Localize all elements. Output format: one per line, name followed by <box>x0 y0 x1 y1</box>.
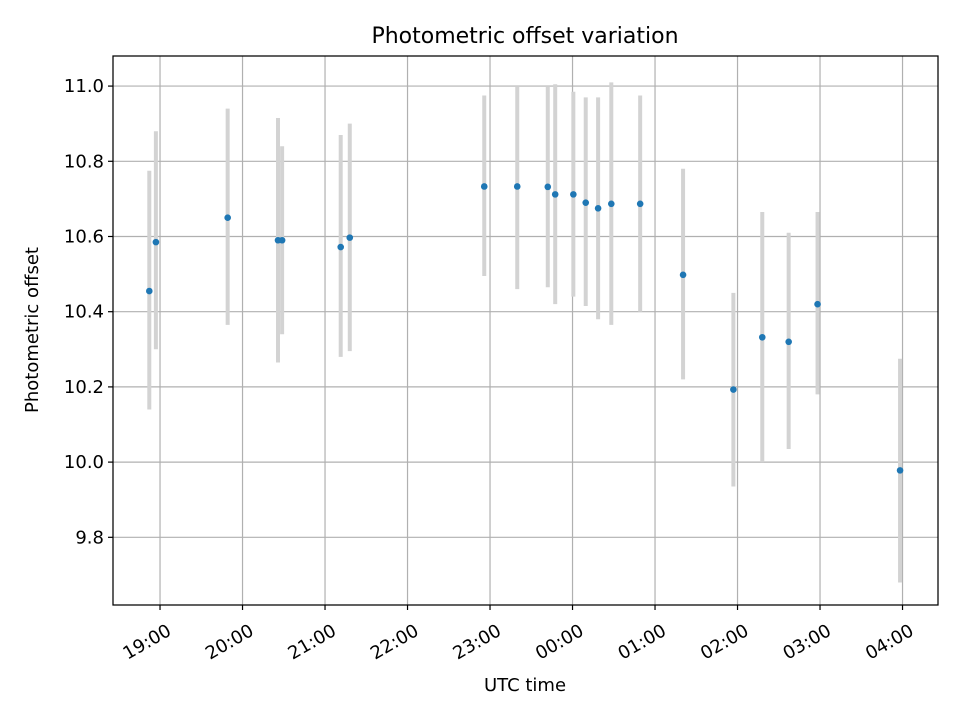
x-tick-label: 21:00 <box>284 620 339 664</box>
data-point <box>544 183 552 191</box>
data-point <box>758 333 766 341</box>
data-point <box>337 243 345 251</box>
data-point <box>146 287 153 295</box>
y-tick-label: 11.0 <box>64 76 104 97</box>
data-points <box>146 183 904 474</box>
plot-area-frame <box>112 55 939 606</box>
data-point <box>608 200 615 208</box>
data-point <box>513 183 521 190</box>
data-point <box>224 214 231 221</box>
y-tick-label: 10.6 <box>64 226 104 247</box>
chart-title: Photometric offset variation <box>371 24 678 49</box>
data-point <box>346 234 354 241</box>
x-tick-label: 22:00 <box>367 620 422 664</box>
y-tick-label: 10.2 <box>64 377 104 398</box>
y-tick-label: 9.8 <box>75 527 104 548</box>
x-tick-label: 19:00 <box>119 620 174 664</box>
data-point <box>582 199 590 206</box>
data-point <box>814 300 821 308</box>
data-point <box>896 467 904 474</box>
x-tick-label: 02:00 <box>697 620 752 664</box>
data-point <box>551 191 559 198</box>
y-axis-title: Photometric offset <box>22 247 43 413</box>
x-axis-ticks: 19:00 20:00 21:00 22:00 23:00 00:00 01:00 02:00… <box>119 605 917 664</box>
data-point <box>730 386 737 393</box>
x-tick-label: 00:00 <box>532 620 587 664</box>
x-axis-title: UTC time <box>484 675 566 696</box>
x-tick-label: 04:00 <box>862 620 917 664</box>
y-tick-label: 10.0 <box>64 452 104 473</box>
y-tick-label: 10.4 <box>64 302 104 323</box>
data-point <box>278 236 286 244</box>
data-point <box>636 200 644 208</box>
data-point <box>594 204 602 212</box>
data-point <box>152 238 160 246</box>
x-tick-label: 01:00 <box>614 620 669 664</box>
x-tick-label: 23:00 <box>449 620 504 664</box>
grid-lines <box>113 56 938 605</box>
data-point <box>480 183 488 190</box>
data-point <box>785 338 792 346</box>
x-tick-label: 20:00 <box>202 620 257 664</box>
data-point <box>570 191 577 198</box>
y-tick-label: 10.8 <box>64 151 104 172</box>
error-bars <box>147 82 903 583</box>
x-tick-label: 03:00 <box>779 620 834 664</box>
data-point <box>679 271 687 279</box>
y-axis-ticks: 9.8 10.0 10.2 10.4 10.6 10.8 11.0 <box>64 76 113 548</box>
